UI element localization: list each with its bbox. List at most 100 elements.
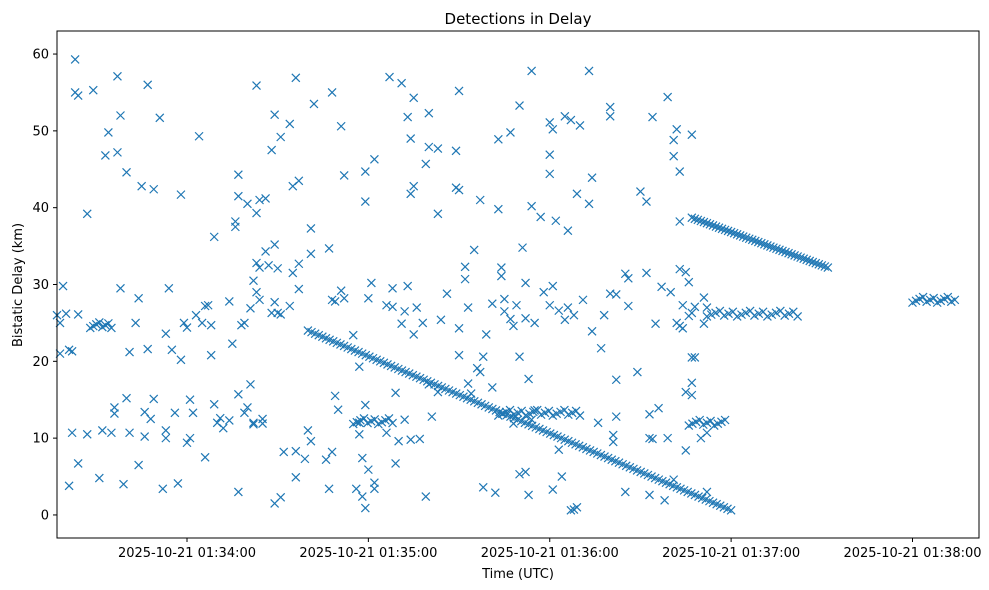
data-point <box>409 181 419 191</box>
data-point <box>642 197 651 206</box>
data-point <box>648 434 657 444</box>
data-point <box>460 274 470 284</box>
data-point <box>82 429 92 439</box>
data-point <box>487 383 497 392</box>
data-point <box>756 238 766 248</box>
data-point <box>321 455 331 465</box>
data-point <box>781 247 790 257</box>
data-point <box>548 281 558 291</box>
data-point <box>702 428 712 438</box>
plot-frame <box>56 30 980 539</box>
data-point <box>545 117 555 127</box>
data-point <box>645 490 654 500</box>
data-point <box>255 295 264 305</box>
data-point <box>415 434 425 444</box>
data-point <box>294 176 304 186</box>
data-point <box>406 134 416 143</box>
data-point <box>276 492 286 502</box>
data-point <box>509 321 518 331</box>
data-point <box>521 467 530 477</box>
data-point <box>369 154 379 164</box>
data-point <box>778 246 787 256</box>
data-point <box>197 318 207 328</box>
data-point <box>421 159 431 169</box>
data-point <box>218 423 228 433</box>
data-point <box>409 330 419 339</box>
x-axis: 2025-10-21 01:34:00 2025-10-21 01:35:00 20… <box>118 538 982 561</box>
data-point <box>493 204 503 214</box>
x-tick-label: 2025-10-21 01:34:00 <box>118 546 256 561</box>
data-point <box>663 433 673 443</box>
data-point <box>642 268 651 278</box>
data-point <box>106 323 116 333</box>
data-point <box>481 330 491 339</box>
data-point <box>125 428 134 438</box>
data-point <box>291 73 301 83</box>
data-point <box>206 350 216 360</box>
data-point <box>699 319 709 329</box>
data-point <box>303 426 313 435</box>
data-point <box>339 170 349 180</box>
data-point <box>460 262 470 272</box>
data-point <box>385 72 394 82</box>
data-point <box>741 233 751 243</box>
data-point <box>687 213 697 223</box>
data-point <box>527 66 537 76</box>
data-point <box>333 405 343 415</box>
data-point <box>463 379 473 389</box>
data-point <box>88 85 98 95</box>
data-point <box>657 282 667 292</box>
data-point <box>672 124 682 134</box>
data-point <box>224 416 234 425</box>
data-point <box>270 110 280 120</box>
data-point <box>669 135 679 145</box>
data-point <box>140 407 150 417</box>
data-point <box>224 296 234 306</box>
data-point <box>239 318 249 328</box>
data-point <box>397 78 407 88</box>
data-point <box>726 505 736 515</box>
data-point <box>131 318 141 328</box>
data-point <box>714 223 724 233</box>
data-point <box>143 344 153 354</box>
data-point <box>306 223 316 233</box>
data-point <box>557 472 567 481</box>
data-point <box>496 271 506 281</box>
data-point <box>113 71 122 81</box>
data-point <box>424 108 434 118</box>
data-point <box>487 299 497 309</box>
data-point <box>185 395 195 405</box>
data-point <box>623 301 633 311</box>
data-point <box>469 245 479 255</box>
data-point <box>554 306 564 316</box>
data-point <box>255 263 264 273</box>
data-point <box>249 418 258 428</box>
data-point <box>391 388 400 398</box>
data-point <box>354 362 364 372</box>
data-point <box>94 318 104 327</box>
data-point <box>424 142 434 152</box>
data-point <box>103 127 113 137</box>
data-point <box>687 378 697 388</box>
data-point <box>678 323 688 333</box>
data-point <box>359 414 369 423</box>
data-point <box>744 234 754 244</box>
data-point <box>787 249 797 259</box>
data-point <box>209 399 219 409</box>
data-point <box>632 367 642 377</box>
data-point <box>388 418 397 428</box>
data-point <box>490 488 500 498</box>
data-point <box>681 446 691 455</box>
data-point <box>814 259 824 269</box>
data-point <box>475 367 485 377</box>
data-point <box>545 169 555 179</box>
data-point <box>176 190 186 200</box>
data-point <box>690 214 700 224</box>
data-point <box>363 293 373 303</box>
data-point <box>164 283 174 293</box>
data-point <box>436 315 446 325</box>
data-point <box>306 249 316 259</box>
data-point <box>620 269 630 279</box>
data-point <box>291 446 301 456</box>
data-point <box>122 167 131 177</box>
